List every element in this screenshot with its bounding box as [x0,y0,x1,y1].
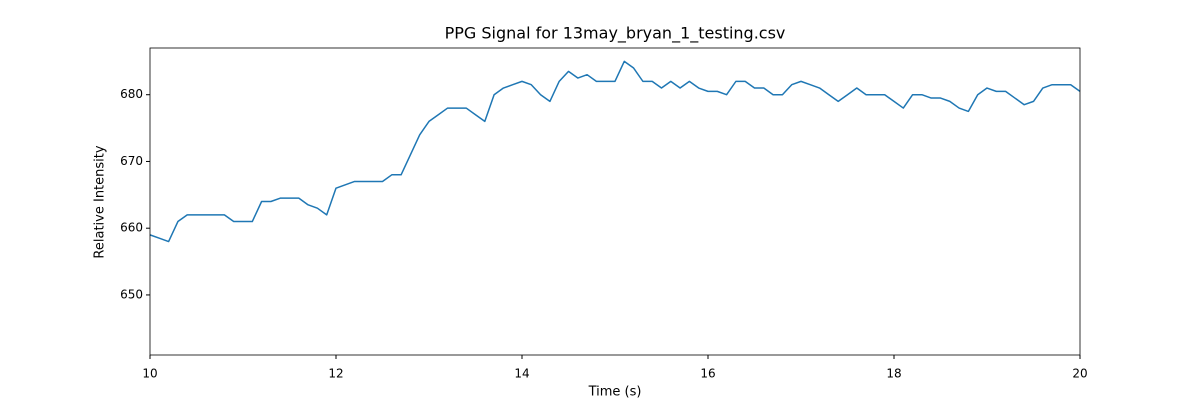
x-axis-label: Time (s) [588,385,642,400]
chart-title: PPG Signal for 13may_bryan_1_testing.csv [445,24,786,44]
y-axis-label: Relative Intensity [93,145,108,258]
y-tick-label: 660 [120,221,143,235]
x-tick-label: 18 [886,367,901,381]
x-tick-label: 16 [700,367,715,381]
y-tick-label: 650 [120,287,143,301]
y-tick-label: 670 [120,154,143,168]
y-tick-label: 680 [120,87,143,101]
x-tick-label: 10 [142,367,157,381]
plot-frame [149,47,1081,356]
signal-line [149,60,1081,243]
x-tick-label: 12 [328,367,343,381]
x-tick-label: 20 [1072,367,1087,381]
x-tick-label: 14 [514,367,529,381]
